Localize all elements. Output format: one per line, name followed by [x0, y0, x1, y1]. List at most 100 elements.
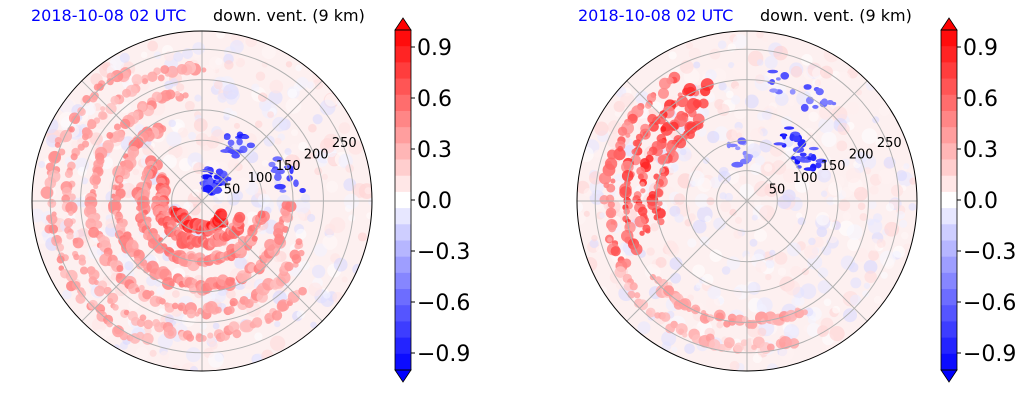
field-speckle	[588, 171, 603, 185]
field-speckle	[875, 138, 884, 147]
field-speckle	[869, 185, 879, 195]
field-positive-cell	[139, 314, 147, 321]
field-negative-cell	[790, 156, 796, 160]
field-positive-cell	[281, 200, 291, 210]
field-negative-cell	[783, 126, 795, 130]
field-speckle	[693, 61, 701, 69]
field-speckle	[153, 51, 162, 60]
field-speckle	[257, 193, 271, 206]
field-speckle	[306, 81, 316, 91]
field-negative-cell	[227, 139, 235, 146]
field-speckle	[192, 42, 206, 55]
field-speckle	[861, 154, 877, 170]
field-negative-cell	[815, 162, 822, 169]
field-positive-cell	[251, 235, 258, 242]
field-speckle	[806, 322, 821, 337]
field-speckle	[206, 135, 220, 149]
field-speckle	[885, 203, 895, 212]
colorbar-segment	[395, 78, 411, 96]
field-speckle	[308, 123, 317, 133]
field-positive-cell	[68, 210, 74, 216]
field-positive-cell	[171, 302, 179, 310]
field-positive-cell	[93, 83, 102, 91]
field-speckle	[736, 132, 743, 139]
field-speckle	[734, 107, 747, 120]
field-positive-cell	[660, 312, 671, 322]
field-positive-cell	[634, 292, 641, 299]
field-speckle	[757, 327, 767, 337]
field-speckle	[719, 192, 727, 200]
field-speckle	[832, 175, 845, 188]
field-positive-cell	[295, 238, 303, 246]
field-speckle	[753, 199, 761, 207]
field-speckle	[820, 317, 834, 331]
field-speckle	[583, 188, 593, 197]
field-positive-cell	[47, 214, 58, 225]
radial-tick-label: 200	[304, 148, 329, 163]
field-speckle	[819, 105, 834, 121]
field-positive-cell	[236, 214, 243, 220]
field-speckle	[269, 335, 286, 351]
field-positive-cell	[147, 71, 158, 82]
field-speckle	[221, 200, 230, 210]
field-positive-cell	[645, 228, 651, 234]
field-positive-cell	[122, 88, 132, 98]
field-speckle	[251, 83, 260, 92]
field-positive-cell	[660, 126, 667, 132]
field-positive-cell	[66, 232, 74, 240]
field-speckle	[820, 190, 828, 197]
field-speckle	[322, 234, 338, 250]
field-positive-cell	[614, 266, 627, 278]
field-positive-cell	[82, 95, 91, 104]
plot-boundary	[576, 30, 918, 372]
field-speckle	[162, 154, 177, 169]
field-speckle	[236, 177, 250, 191]
field-positive-cell	[191, 278, 198, 285]
field-speckle	[729, 135, 740, 146]
field-speckle	[849, 294, 862, 306]
field-negative-cell	[805, 96, 814, 105]
field-positive-cell	[623, 208, 631, 215]
field-positive-cell	[93, 184, 99, 190]
colorbar-tick-label: 0.3	[417, 138, 452, 163]
colorbar-segment	[395, 175, 411, 193]
field-speckle	[836, 140, 848, 152]
field-speckle	[863, 282, 871, 289]
field-positive-cell	[598, 172, 612, 185]
field-speckle	[784, 280, 801, 296]
field-negative-cell	[815, 158, 828, 164]
field-speckle	[848, 262, 859, 273]
field-positive-cell	[116, 264, 124, 272]
field-positive-cell	[88, 93, 98, 103]
field-negative-cell	[792, 135, 801, 143]
field-positive-cell	[89, 174, 101, 186]
field-speckle	[311, 264, 326, 279]
field-positive-cell	[123, 309, 130, 316]
colorbar-segment	[941, 321, 957, 339]
field-positive-cell	[607, 149, 618, 160]
field-negative-cell	[735, 146, 741, 151]
field-speckle	[759, 205, 776, 222]
field-negative-cell	[808, 146, 819, 151]
field-negative-cell	[299, 188, 306, 194]
field-speckle	[583, 210, 590, 217]
field-speckle	[859, 213, 868, 221]
field-positive-cell	[629, 282, 638, 291]
field-negative-cell	[794, 155, 802, 160]
panel-right-date: 2018-10-08 02 UTC	[578, 6, 734, 25]
field-speckle	[364, 187, 372, 195]
field-speckle	[171, 290, 180, 298]
radial-tick-label: 200	[849, 148, 874, 163]
field-speckle	[863, 260, 878, 274]
field-positive-cell	[298, 249, 305, 257]
field-speckle	[227, 158, 241, 172]
field-positive-cell	[271, 310, 283, 321]
field-speckle	[308, 282, 323, 297]
field-speckle	[783, 324, 800, 340]
field-positive-cell	[647, 200, 658, 211]
panel-left-title: down. vent. (9 km)	[213, 6, 365, 25]
field-positive-cell	[621, 160, 634, 174]
field-positive-cell	[639, 230, 645, 236]
field-positive-cell	[648, 121, 659, 132]
